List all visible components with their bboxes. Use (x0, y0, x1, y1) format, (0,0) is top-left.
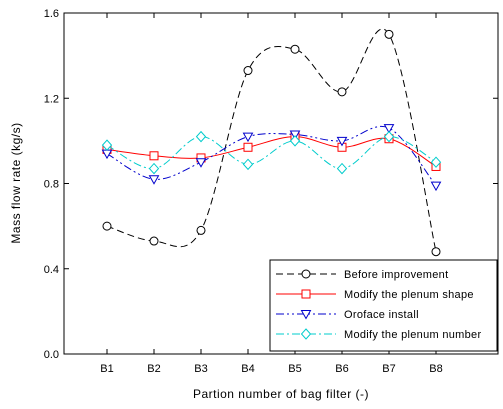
x-tick-label: B2 (147, 363, 160, 375)
data-point (383, 130, 395, 143)
x-tick-label: B5 (288, 363, 301, 375)
data-point (336, 162, 348, 175)
y-tick-label: 1.2 (44, 93, 59, 105)
legend-entry: Before improvement (276, 269, 448, 281)
y-axis-label: Mass flow rate (kg/s) (9, 122, 23, 243)
legend-label: Oroface install (344, 309, 419, 321)
series-line (106, 136, 437, 170)
data-point (431, 247, 441, 257)
data-point (101, 149, 113, 160)
legend-marker (300, 310, 312, 320)
y-tick-label: 0.4 (44, 264, 59, 276)
data-point (195, 130, 207, 143)
x-tick-label: B1 (100, 363, 113, 375)
legend-marker (301, 269, 311, 279)
data-point (243, 142, 253, 152)
axes: 0.0 0.4 0.8 1.2 1.6 B1 B2 B3 B4 B5 B6 B7 B8 (44, 8, 498, 375)
data-point (383, 124, 395, 134)
series-1 (102, 28, 441, 257)
legend-entry: Modify the plenum number (276, 328, 481, 341)
data-point (102, 221, 112, 231)
data-point (196, 225, 206, 235)
data-point (242, 158, 254, 171)
legend-marker (300, 328, 312, 340)
x-tick-label: B7 (382, 363, 395, 375)
x-axis-label: Partion number of bag filter (-) (193, 387, 369, 401)
x-tick-label: B3 (194, 363, 207, 375)
data-point (430, 156, 442, 168)
data-point (195, 158, 207, 168)
legend-entry: Oroface install (276, 309, 419, 321)
x-tick-label: B8 (429, 363, 442, 375)
data-point (242, 132, 254, 143)
data-point (384, 29, 394, 39)
data-point (337, 87, 347, 97)
data-point (289, 135, 301, 147)
y-tick-label: 1.6 (44, 8, 59, 20)
series-line (106, 125, 437, 186)
data-point (148, 175, 160, 185)
legend-marker (301, 289, 311, 299)
series-3 (101, 124, 442, 192)
x-tick-label: B6 (335, 363, 348, 375)
data-point (430, 181, 442, 192)
data-point (149, 151, 159, 161)
series-line (106, 28, 437, 252)
legend-label: Modify the plenum shape (344, 289, 474, 301)
y-tick-label: 0.8 (44, 179, 59, 191)
legend-label: Modify the plenum number (344, 329, 481, 341)
data-point (243, 66, 253, 76)
data-point (290, 44, 300, 54)
series-layer (101, 28, 442, 257)
series-4 (101, 130, 442, 175)
data-point (149, 236, 159, 246)
data-point (336, 136, 348, 147)
data-point (289, 130, 301, 141)
legend-entry: Modify the plenum shape (276, 289, 474, 301)
legend: Before improvement Modify the plenum shap… (269, 259, 498, 352)
y-tick-label: 0.0 (44, 349, 59, 361)
x-tick-label: B4 (241, 363, 254, 375)
legend-label: Before improvement (344, 269, 448, 281)
data-point (101, 139, 113, 151)
data-point (148, 162, 160, 175)
